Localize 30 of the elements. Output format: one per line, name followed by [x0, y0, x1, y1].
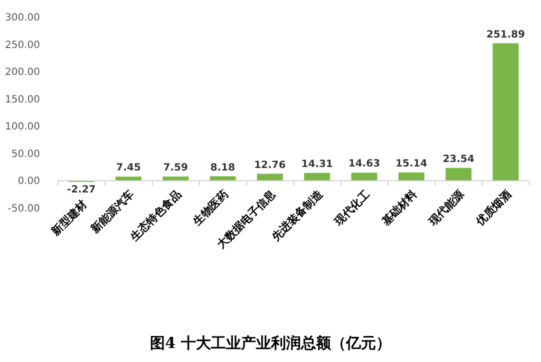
y-tick-label: 150.00 [5, 94, 40, 106]
x-tick-label: 现代能源 [426, 186, 468, 229]
y-tick-label: 200.00 [5, 67, 40, 78]
x-tick-label: 优质烟酒 [472, 188, 514, 229]
y-tick-label: 0.00 [18, 176, 40, 188]
bar [351, 172, 378, 181]
y-tick-label: 50.00 [11, 148, 40, 160]
y-tick-label: 100.00 [5, 122, 40, 133]
data-label: -2.27 [66, 184, 96, 196]
x-tick-label: 生物医药 [190, 188, 231, 229]
text: 图4 十大工业产业利润总额（亿元） [150, 334, 391, 352]
data-label: 251.89 [486, 29, 525, 40]
bar [446, 168, 472, 181]
data-label: 7.59 [163, 162, 188, 174]
data-label: 15.14 [396, 158, 428, 170]
x-tick-label: 新型建材 [48, 198, 90, 239]
data-label: 12.76 [254, 160, 286, 171]
y-tick-label: -50.00 [8, 204, 40, 214]
x-tick-label: 现代化工 [331, 188, 372, 229]
data-label: 23.54 [442, 154, 474, 165]
y-tick-label: 300.00 [5, 12, 40, 24]
data-label: 14.31 [301, 158, 333, 170]
y-tick-label: 250.00 [5, 40, 40, 51]
bar [492, 43, 519, 181]
bar [398, 172, 424, 181]
data-label: 7.45 [116, 162, 141, 174]
data-label: 8.18 [210, 162, 236, 174]
x-tick-label: 基础材料 [378, 188, 420, 229]
bar [304, 172, 330, 181]
data-label: 14.63 [348, 158, 380, 170]
